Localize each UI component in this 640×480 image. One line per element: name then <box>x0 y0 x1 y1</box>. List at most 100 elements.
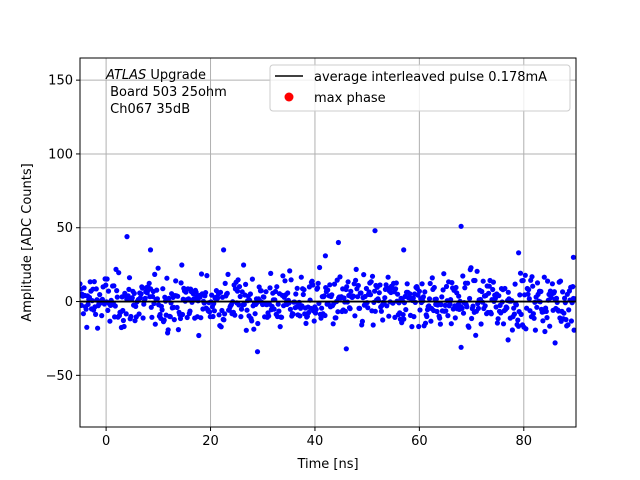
scatter-point <box>84 324 90 330</box>
scatter-point <box>504 305 510 311</box>
scatter-point <box>258 288 264 294</box>
scatter-point <box>268 270 274 276</box>
scatter-point <box>442 302 448 308</box>
scatter-point <box>518 311 524 317</box>
scatter-point-outlier <box>401 247 407 253</box>
x-tick-label: 20 <box>202 434 219 449</box>
scatter-point <box>538 288 544 295</box>
plot-frame <box>79 57 577 428</box>
scatter-point <box>493 304 499 310</box>
scatter-point <box>313 306 319 312</box>
scatter-point <box>271 306 277 312</box>
scatter-point <box>572 296 576 302</box>
scatter-point <box>449 280 455 286</box>
scatter-point <box>152 271 158 277</box>
scatter-point <box>545 278 551 284</box>
scatter-point <box>532 327 539 333</box>
scatter-point <box>469 315 475 322</box>
scatter-point <box>363 285 369 292</box>
scatter-point <box>359 318 365 324</box>
scatter-point <box>105 307 111 313</box>
scatter-point <box>298 274 304 280</box>
y-tick-label: 50 <box>56 221 73 236</box>
scatter-point <box>376 290 382 296</box>
scatter-point <box>217 289 224 295</box>
scatter-point <box>322 312 328 319</box>
scatter-point <box>311 318 317 324</box>
scatter-point <box>393 286 399 292</box>
scatter-point <box>517 270 524 276</box>
scatter-point <box>453 284 459 291</box>
scatter-point <box>437 315 443 321</box>
scatter-point <box>154 296 160 302</box>
scatter-point <box>474 268 480 274</box>
scatter-point <box>123 311 129 317</box>
y-tick-label: 150 <box>48 74 73 89</box>
scatter-point <box>317 264 323 271</box>
scatter-point <box>378 308 384 314</box>
scatter-point <box>162 294 168 300</box>
scatter-point <box>330 321 336 327</box>
scatter-point <box>276 308 282 314</box>
scatter-point <box>179 311 186 318</box>
scatter-point <box>348 288 354 294</box>
scatter-point <box>393 280 399 286</box>
scatter-point <box>429 275 435 281</box>
x-tick-label: 80 <box>516 434 533 449</box>
scatter-point <box>251 326 257 332</box>
scatter-point <box>511 311 517 317</box>
scatter-point <box>380 317 386 323</box>
scatter-point <box>475 305 481 311</box>
scatter-point <box>150 293 156 300</box>
x-axis-ticks: 0 20 40 60 80 <box>102 427 532 449</box>
scatter-point <box>93 286 99 292</box>
scatter-point <box>224 290 230 296</box>
scatter-point <box>534 280 541 286</box>
scatter-point <box>369 273 376 279</box>
scatter-point <box>111 283 117 289</box>
scatter-point <box>502 285 508 292</box>
scatter-point <box>107 318 113 324</box>
scatter-point <box>81 285 87 291</box>
scatter-point <box>209 292 215 298</box>
scatter-point <box>249 276 255 282</box>
scatter-point <box>426 296 433 302</box>
scatter-point <box>112 303 118 309</box>
scatter-point <box>261 294 267 300</box>
legend-label-average: average interleaved pulse 0.178mA <box>314 70 547 85</box>
scatter-point <box>136 311 142 317</box>
scatter-point <box>422 289 428 295</box>
scatter-point <box>165 327 171 333</box>
scatter-point <box>462 285 468 291</box>
scatter-point <box>480 278 486 284</box>
scatter-point <box>121 323 127 330</box>
scatter-point <box>544 315 550 321</box>
y-tick-label: 100 <box>48 147 73 162</box>
scatter-point-outlier <box>221 247 227 253</box>
scatter-point <box>274 284 280 290</box>
scatter-point <box>515 317 521 323</box>
scatter-point <box>184 314 190 321</box>
scatter-point <box>500 321 507 327</box>
scatter-point <box>277 324 283 330</box>
scatter-point <box>275 301 281 307</box>
scatter-point <box>534 304 540 310</box>
scatter-point <box>512 281 518 287</box>
scatter-point <box>527 308 533 314</box>
scatter-point <box>522 272 528 278</box>
scatter-point <box>293 291 299 297</box>
scatter-point <box>321 293 327 299</box>
scatter-point <box>287 268 293 274</box>
scatter-point <box>411 314 417 320</box>
scatter-point <box>438 302 444 308</box>
scatter-point <box>83 306 89 312</box>
scatter-point <box>357 305 363 311</box>
scatter-point <box>216 312 222 318</box>
scatter-point <box>529 274 535 280</box>
scatter-point <box>377 282 383 288</box>
scatter-point <box>87 279 93 285</box>
scatter-point-outlier <box>505 337 511 343</box>
scatter-point <box>204 273 210 279</box>
scatter-point <box>300 291 306 298</box>
scatter-point <box>440 287 446 293</box>
